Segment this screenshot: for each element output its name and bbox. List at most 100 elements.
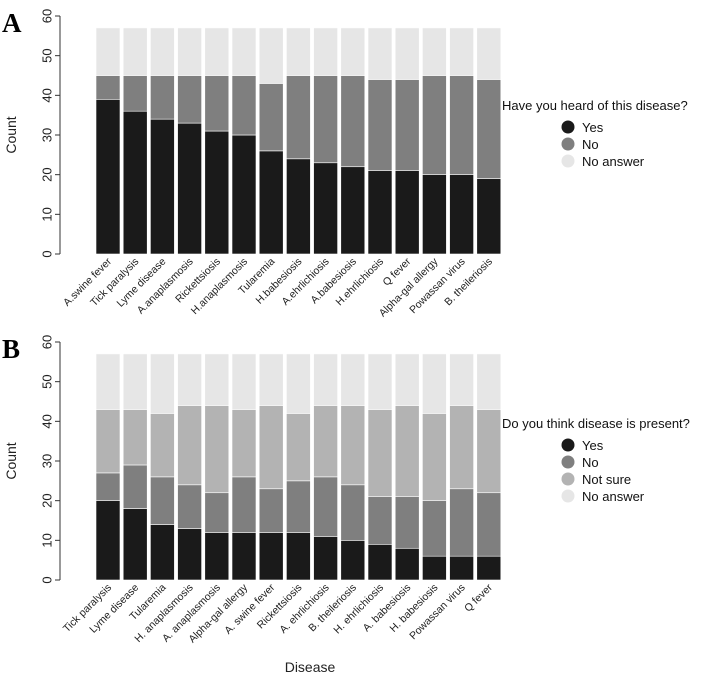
bar-stack-h-ehrlichiosis [367,353,393,581]
bar-segment-yes [422,174,447,255]
bar-segment-yes [150,118,175,255]
bar-stack-b-theileriosis [476,27,502,255]
bar-segment-not-sure [394,405,420,498]
y-tick-label-40: 40 [39,414,54,428]
bar-segment-yes [231,134,257,255]
legend-title: Have you heard of this disease? [502,98,688,113]
bar-segment-no-answer [313,353,338,406]
legend-item-yes: Yes [561,120,604,135]
bar-segment-no [258,488,284,533]
legend-label-not-sure: Not sure [582,472,631,487]
bar-segment-yes [449,555,474,581]
bar-stack-q-fever [476,353,502,581]
y-tick-label-0: 0 [39,576,54,583]
bar-stack-rickettsiosis [204,27,230,255]
y-tick-label-20: 20 [39,167,54,181]
bar-segment-no-answer [286,353,311,414]
x-axis-title: Disease [285,659,336,675]
y-tick-label-10: 10 [39,207,54,221]
bar-segment-yes [313,536,338,581]
y-tick-label-50: 50 [39,48,54,62]
legend-swatch-no [561,455,575,469]
bar-segment-no [422,75,447,175]
bar-stack-tularemia [150,353,175,581]
bar-segment-no [340,75,366,168]
bar-stack-b-theileriosis [340,353,366,581]
legend-label-no-answer: No answer [582,154,645,169]
bar-segment-no [231,75,257,136]
bar-segment-no [422,500,447,557]
y-axis-title: Count [3,116,19,153]
legend-label-yes: Yes [582,120,604,135]
legend-label-no-answer: No answer [582,489,645,504]
legend-label-no: No [582,455,599,470]
bar-segment-no [313,476,338,537]
bar-segment-no-answer [340,353,366,406]
bar-segment-not-sure [231,409,257,478]
bar-segment-yes [258,532,284,581]
bar-segment-not-sure [95,409,121,474]
bar-segment-yes [231,532,257,581]
bar-segment-no-answer [449,353,474,406]
legend-item-no: No [561,137,599,152]
panel-label: A [2,8,22,38]
bar-stack-rickettsiosis [286,353,311,581]
y-tick-label-10: 10 [39,533,54,547]
bar-segment-no-answer [286,27,311,76]
bar-stack-tick-paralysis [95,353,121,581]
y-tick-label-30: 30 [39,128,54,142]
bar-stack-h-ehrlichiosis [367,27,393,255]
bar-segment-no [95,75,121,100]
bar-segment-no [150,476,175,525]
bar-segment-no-answer [367,27,393,80]
bar-segment-no-answer [204,27,230,76]
bar-segment-no-answer [150,27,175,76]
bar-segment-not-sure [476,409,502,494]
bar-stack-tularemia [258,27,284,255]
bar-segment-no-answer [122,353,148,410]
bar-segment-no-answer [476,27,502,80]
bar-segment-yes [313,162,338,255]
bar-segment-yes [476,178,502,255]
legend-swatch-yes [561,120,575,134]
y-tick-label-0: 0 [39,250,54,257]
bar-stack-h-anaplasmosis [231,27,257,255]
legend-item-not-sure: Not sure [561,472,631,487]
bar-segment-no [150,75,175,120]
bar-segment-no [449,75,474,175]
bar-segment-no [122,464,148,509]
bar-segment-no-answer [449,27,474,76]
bar-segment-no [394,79,420,171]
bar-segment-no [177,75,202,124]
bar-segment-no-answer [476,353,502,410]
bar-segment-no-answer [122,27,148,76]
bar-segment-no [258,83,284,152]
bar-segment-yes [150,524,175,581]
category-label-q-fever: Q fever [462,581,495,614]
y-axis-title: Count [3,442,19,479]
legend-swatch-yes [561,438,575,452]
bar-segment-no-answer [177,27,202,76]
bar-segment-no [122,75,148,112]
bar-segment-yes [95,500,121,581]
bar-segment-no [449,488,474,557]
bar-segment-no [231,476,257,533]
bar-segment-yes [122,110,148,255]
y-tick-label-50: 50 [39,374,54,388]
bar-segment-yes [286,158,311,255]
bar-segment-no-answer [231,353,257,410]
bar-segment-yes [177,528,202,581]
bar-segment-no-answer [313,27,338,76]
bar-stack-a-anaplasmosis [204,353,230,581]
bar-segment-not-sure [422,413,447,501]
bar-segment-no-answer [150,353,175,414]
bar-segment-no-answer [204,353,230,406]
bar-segment-not-sure [367,409,393,497]
bar-segment-yes [340,166,366,255]
bar-segment-yes [340,540,366,581]
bar-segment-no [177,484,202,529]
legend-item-no-answer: No answer [561,154,645,169]
bar-segment-no-answer [258,27,284,84]
bar-segment-not-sure [313,405,338,478]
bar-stack-q-fever [394,27,420,255]
